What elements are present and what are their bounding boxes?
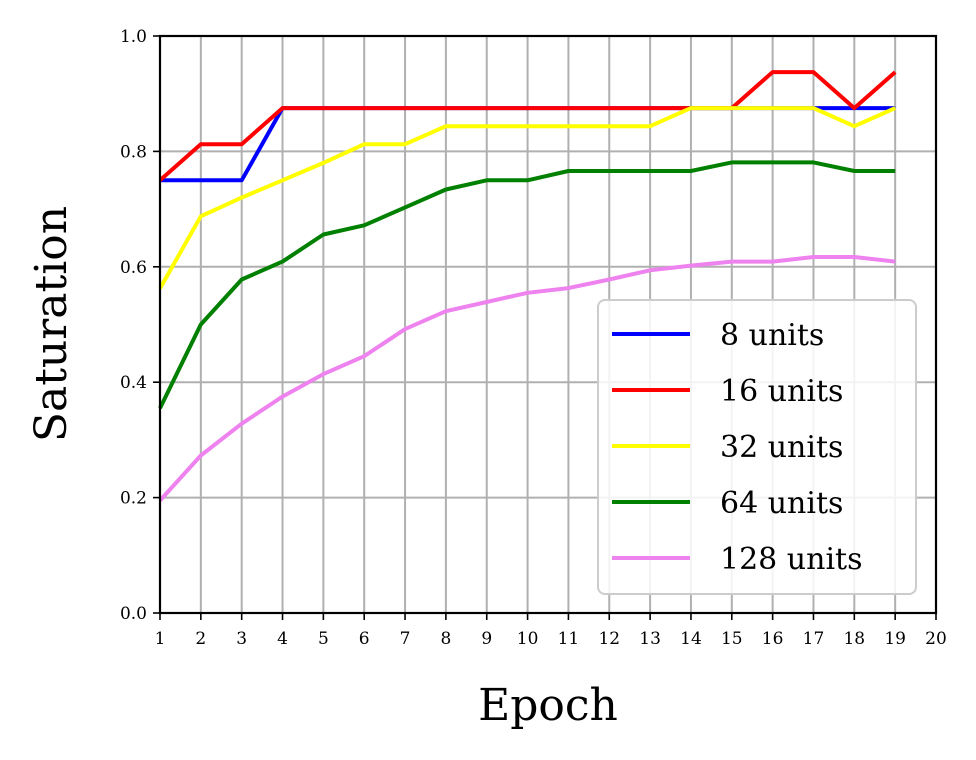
x-tick-label: 12 xyxy=(598,629,620,649)
y-tick-label: 0.6 xyxy=(120,258,147,278)
x-tick-label: 7 xyxy=(400,629,411,649)
y-axis-ticks: 0.0 0.2 0.4 0.6 0.8 1.0 xyxy=(120,27,160,624)
x-tick-label: 14 xyxy=(680,629,702,649)
series-lines xyxy=(158,70,897,502)
legend-label: 8 units xyxy=(720,318,824,353)
x-tick-label: 4 xyxy=(277,629,288,649)
x-tick-label: 18 xyxy=(843,629,865,649)
x-tick-label: 20 xyxy=(925,629,947,649)
x-tick-label: 3 xyxy=(236,629,247,649)
y-axis-title: Saturation xyxy=(26,206,77,442)
y-tick-label: 0.0 xyxy=(120,604,147,624)
legend: 8 units 16 units 32 units 64 units 128 units xyxy=(597,299,917,595)
x-tick-label: 11 xyxy=(558,629,580,649)
series-line-32-units xyxy=(158,106,897,290)
y-tick-label: 0.8 xyxy=(120,142,147,162)
x-tick-label: 16 xyxy=(762,629,784,649)
x-tick-label: 9 xyxy=(481,629,492,649)
x-tick-label: 15 xyxy=(721,629,743,649)
legend-label: 32 units xyxy=(720,430,843,465)
plot-frame xyxy=(158,34,938,615)
x-tick-label: 10 xyxy=(517,629,539,649)
x-tick-label: 17 xyxy=(803,629,825,649)
x-tick-label: 1 xyxy=(155,629,166,649)
y-tick-label: 0.4 xyxy=(120,373,147,393)
y-tick-label: 0.2 xyxy=(120,489,147,509)
x-tick-label: 19 xyxy=(884,629,906,649)
legend-label: 16 units xyxy=(720,374,843,409)
y-tick-label: 1.0 xyxy=(120,27,147,47)
x-tick-label: 5 xyxy=(318,629,329,649)
series-line-128-units xyxy=(158,255,896,502)
series-line-16-units xyxy=(158,70,897,182)
legend-label: 128 units xyxy=(720,542,863,577)
x-tick-label: 2 xyxy=(195,629,206,649)
x-tick-label: 13 xyxy=(639,629,661,649)
series-line-64-units xyxy=(158,160,896,410)
x-axis-title: Epoch xyxy=(478,680,618,731)
x-tick-label: 8 xyxy=(440,629,451,649)
x-tick-label: 6 xyxy=(359,629,370,649)
x-axis-ticks: 1 2 3 4 5 6 7 8 9 10 11 12 13 14 15 16 17 18 19 20 xyxy=(155,613,947,649)
legend-label: 64 units xyxy=(720,486,843,521)
legend-box xyxy=(597,299,917,595)
